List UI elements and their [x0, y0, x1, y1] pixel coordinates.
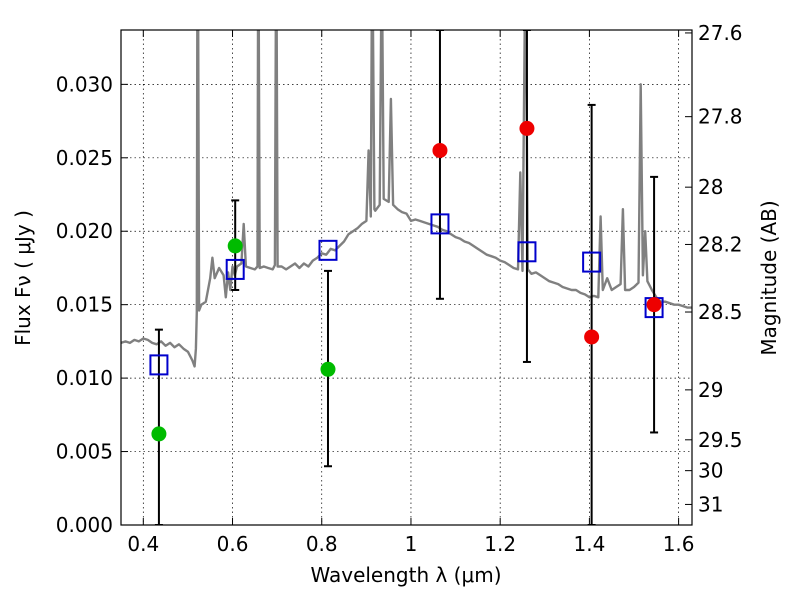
model-box	[225, 258, 245, 280]
plot-frame	[120, 29, 693, 526]
model-box	[430, 213, 450, 235]
y2-axis-title: Magnitude (AB)	[757, 200, 781, 355]
model-box	[318, 239, 338, 261]
red-point	[584, 329, 600, 345]
x-tick-label: 1.2	[484, 532, 516, 556]
y-tick-label: 0.015	[56, 293, 113, 317]
y-tick-label: 0.025	[56, 146, 113, 170]
green-point	[151, 426, 167, 442]
y-tick-label: 0.000	[56, 513, 113, 537]
y-tick-label: 0.020	[56, 219, 113, 243]
x-tick-label: 1.4	[573, 532, 605, 556]
y-axis-title: Flux Fν ( μJy )	[11, 210, 35, 346]
mag-tick-label: 31	[698, 492, 723, 516]
green-point	[320, 361, 336, 377]
x-tick-label: 1	[405, 532, 418, 556]
green-point	[227, 238, 243, 254]
y-tick-label: 0.030	[56, 72, 113, 96]
y-tick-label: 0.010	[56, 366, 113, 390]
x-tick-label: 0.8	[306, 532, 338, 556]
data-layer	[121, 30, 692, 525]
mag-tick-label: 29	[698, 378, 723, 402]
model-box	[582, 251, 602, 273]
x-tick-label: 1.6	[663, 532, 695, 556]
mag-tick-label: 27.6	[698, 21, 743, 45]
red-point	[646, 297, 662, 313]
x-tick-label: 0.6	[217, 532, 249, 556]
red-point	[519, 120, 535, 136]
y-tick-label: 0.005	[56, 440, 113, 464]
grid	[121, 30, 692, 526]
mag-tick-label: 28.5	[698, 300, 743, 324]
mag-tick-label: 28.2	[698, 232, 743, 256]
mag-tick-label: 29.5	[698, 428, 743, 452]
model-box	[149, 354, 169, 376]
x-tick-label: 0.4	[127, 532, 159, 556]
mag-tick-label: 27.8	[698, 105, 743, 129]
ticks: 0.4 0.6 0.8 1 1.2 1.4 1.6 0.000 0.005 0.010 0.015 0…	[56, 21, 743, 556]
mag-tick-label: 28	[698, 175, 723, 199]
model-box	[517, 241, 537, 263]
x-axis-title: Wavelength λ (μm)	[310, 563, 501, 587]
mag-tick-label: 30	[698, 459, 723, 483]
red-point	[432, 142, 448, 158]
